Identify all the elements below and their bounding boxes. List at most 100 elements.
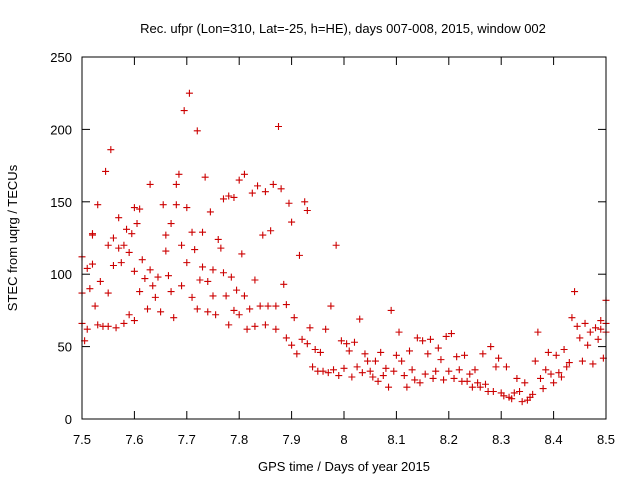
data-point (453, 353, 461, 361)
data-point (219, 195, 227, 203)
data-point (233, 286, 241, 294)
data-point (369, 373, 377, 381)
data-point (392, 351, 400, 359)
x-tick-label: 7.9 (283, 432, 301, 447)
data-point (120, 319, 128, 327)
x-tick-label: 8.2 (440, 432, 458, 447)
data-point (240, 292, 248, 300)
data-point (280, 280, 288, 288)
data-point (269, 180, 277, 188)
data-point (521, 379, 529, 387)
data-point (141, 275, 149, 283)
data-point (225, 192, 233, 200)
data-point (104, 322, 112, 330)
data-point (440, 376, 448, 384)
data-point (487, 343, 495, 351)
data-point (379, 372, 387, 380)
data-point (204, 308, 212, 316)
data-point (463, 377, 471, 385)
data-point (382, 364, 390, 372)
data-point (193, 305, 201, 313)
data-point (322, 325, 330, 333)
data-point (492, 363, 500, 371)
data-point (94, 201, 102, 209)
data-point (246, 305, 254, 313)
data-point (104, 241, 112, 249)
data-point (172, 201, 180, 209)
data-point (146, 180, 154, 188)
data-point (510, 389, 518, 397)
data-point (481, 380, 489, 388)
data-point (442, 332, 450, 340)
data-point (88, 260, 96, 268)
data-point (123, 225, 131, 233)
data-point (138, 256, 146, 264)
data-point (102, 167, 110, 175)
data-point (259, 231, 267, 239)
data-point (395, 328, 403, 336)
data-point (144, 305, 151, 313)
data-point (340, 364, 348, 372)
data-point (183, 204, 191, 212)
data-point (576, 334, 584, 342)
x-tick-label: 7.5 (73, 432, 91, 447)
data-point (364, 357, 372, 365)
data-point (403, 383, 411, 391)
data-point (125, 248, 133, 256)
data-point (400, 372, 408, 380)
data-point (502, 363, 510, 371)
x-tick-label: 8.3 (492, 432, 510, 447)
data-point (238, 250, 246, 258)
data-point (361, 350, 369, 358)
data-point (306, 324, 314, 332)
data-point (193, 127, 201, 135)
data-point (178, 241, 186, 249)
data-point (167, 288, 175, 296)
data-point (264, 302, 272, 310)
data-point (120, 241, 128, 249)
data-point (261, 188, 269, 196)
data-point (581, 319, 589, 327)
data-point (555, 369, 563, 377)
data-point (565, 359, 573, 367)
data-point (390, 367, 398, 375)
data-point (235, 176, 243, 184)
data-point (170, 314, 178, 322)
data-point (251, 322, 259, 330)
data-point (455, 366, 463, 374)
data-point (272, 302, 280, 310)
data-point (371, 357, 379, 365)
data-point (424, 350, 432, 358)
data-point (508, 395, 516, 403)
data-point (178, 282, 186, 290)
data-point (416, 379, 424, 387)
data-point (225, 321, 233, 329)
data-point (568, 314, 576, 322)
data-point (426, 335, 434, 343)
y-tick-label: 200 (50, 122, 72, 137)
data-point (275, 123, 282, 131)
data-point (421, 370, 429, 378)
data-point (267, 227, 275, 235)
x-tick-label: 7.6 (125, 432, 143, 447)
data-point (235, 311, 243, 319)
data-point (586, 328, 594, 336)
data-point (330, 366, 338, 374)
data-point (191, 246, 199, 254)
x-axis: 7.5 7.6 7.7 7.8 7.9 8 8.1 8.2 8.3 8.4 8.5 (73, 57, 615, 447)
data-point (206, 208, 214, 216)
data-point (584, 341, 592, 349)
data-point (356, 315, 364, 323)
data-point (513, 374, 521, 382)
data-point (272, 325, 280, 333)
y-tick-label: 50 (58, 340, 72, 355)
data-point (419, 337, 427, 345)
data-point (162, 231, 170, 239)
data-point (115, 214, 123, 222)
data-point (167, 220, 175, 228)
data-point (476, 383, 484, 391)
data-point (96, 277, 104, 285)
data-point (214, 235, 222, 243)
data-point (91, 302, 99, 310)
